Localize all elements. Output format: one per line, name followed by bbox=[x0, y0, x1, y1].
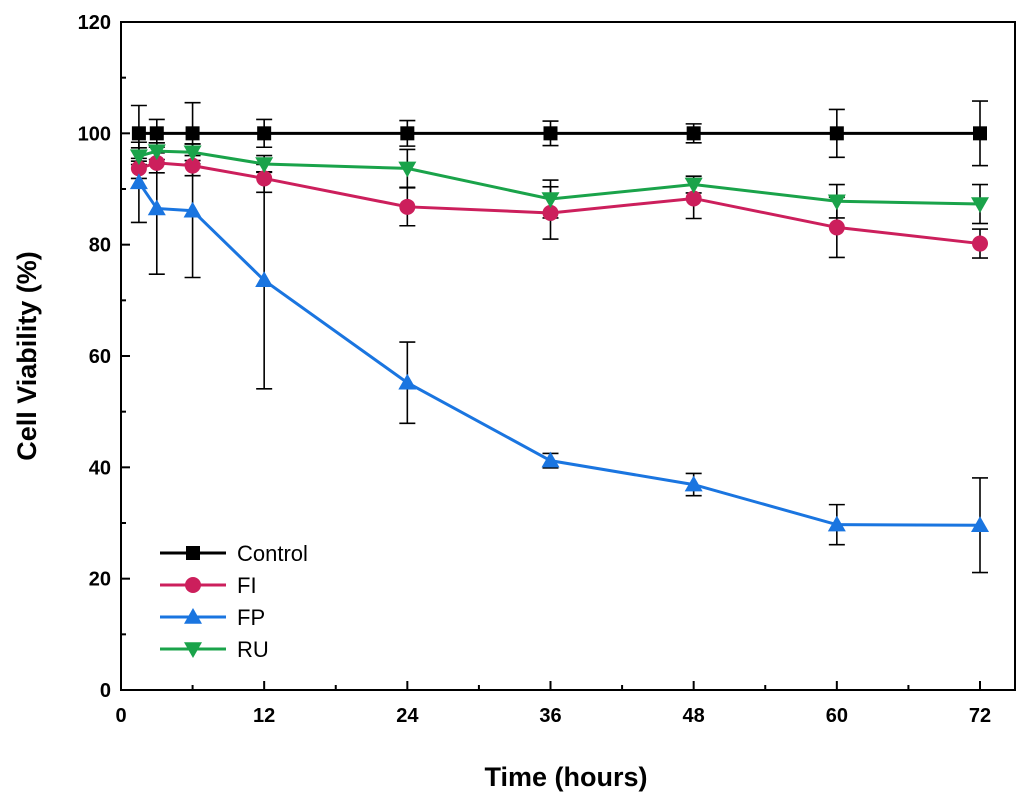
data-point-fp bbox=[971, 516, 989, 532]
y-axis-title: Cell Viability (%) bbox=[12, 251, 42, 461]
x-tick-label: 72 bbox=[969, 705, 991, 727]
legend-label-fi: FI bbox=[237, 573, 257, 598]
y-tick-label: 40 bbox=[89, 457, 111, 479]
data-point-ru bbox=[183, 145, 202, 162]
x-tick-label: 36 bbox=[539, 705, 561, 727]
data-point-control bbox=[543, 126, 558, 141]
legend-label-fp: FP bbox=[237, 605, 265, 630]
x-tick-label: 24 bbox=[396, 705, 419, 727]
data-point-control bbox=[686, 126, 701, 141]
data-point-ru bbox=[684, 177, 703, 194]
data-point-ru bbox=[827, 194, 846, 211]
data-point-fi bbox=[148, 154, 165, 171]
y-tick-label: 80 bbox=[89, 235, 111, 257]
legend-marker-fp bbox=[184, 608, 202, 624]
y-tick-label: 60 bbox=[89, 346, 111, 368]
x-tick-label: 48 bbox=[683, 705, 705, 727]
error-bars bbox=[130, 100, 988, 574]
series-markers bbox=[129, 126, 989, 532]
y-tick-label: 0 bbox=[100, 680, 111, 702]
data-point-fp bbox=[541, 451, 560, 468]
data-point-control bbox=[973, 126, 987, 141]
data-point-fi bbox=[542, 204, 559, 221]
data-point-fp bbox=[129, 173, 148, 190]
data-point-control bbox=[185, 126, 200, 141]
data-point-control bbox=[149, 126, 164, 141]
y-tick-label: 100 bbox=[78, 123, 111, 145]
data-point-fi bbox=[399, 198, 416, 215]
data-point-ru bbox=[398, 161, 417, 178]
x-tick-label: 60 bbox=[826, 705, 848, 727]
x-axis-title: Time (hours) bbox=[484, 762, 647, 792]
data-point-fp bbox=[255, 271, 274, 288]
data-point-fp bbox=[398, 373, 417, 390]
data-point-ru bbox=[147, 144, 166, 161]
data-point-ru bbox=[129, 149, 148, 166]
data-point-fi bbox=[130, 160, 147, 177]
data-point-fi bbox=[256, 170, 273, 187]
legend-marker-control bbox=[186, 546, 200, 560]
y-tick-label: 120 bbox=[78, 12, 111, 34]
data-point-fp bbox=[183, 201, 202, 218]
data-point-fp bbox=[684, 475, 703, 492]
data-point-fi bbox=[685, 190, 702, 207]
data-point-fp bbox=[147, 199, 166, 216]
data-point-fi bbox=[828, 219, 845, 236]
data-point-ru bbox=[971, 197, 989, 214]
data-point-ru bbox=[255, 157, 274, 173]
data-point-fp bbox=[827, 515, 846, 532]
data-point-fi bbox=[972, 235, 988, 252]
legend-marker-ru bbox=[184, 642, 202, 658]
x-tick-label: 0 bbox=[115, 705, 126, 727]
legend-label-control: Control bbox=[237, 541, 308, 566]
legend: Control FI FP RU bbox=[160, 541, 308, 662]
data-point-ru bbox=[541, 192, 560, 209]
y-axis: 0 20 40 60 80 100 120 bbox=[78, 12, 130, 702]
legend-label-ru: RU bbox=[237, 637, 269, 662]
y-tick-label: 20 bbox=[89, 569, 111, 591]
data-point-fi bbox=[184, 157, 201, 174]
data-point-control bbox=[131, 126, 146, 141]
series-line-fp bbox=[137, 181, 981, 527]
data-point-control bbox=[400, 126, 415, 141]
x-axis: 0 12 24 36 48 60 72 bbox=[115, 681, 991, 727]
data-point-control bbox=[257, 126, 272, 141]
data-point-control bbox=[829, 126, 844, 141]
legend-marker-fi bbox=[185, 577, 201, 593]
x-tick-label: 12 bbox=[253, 705, 275, 727]
